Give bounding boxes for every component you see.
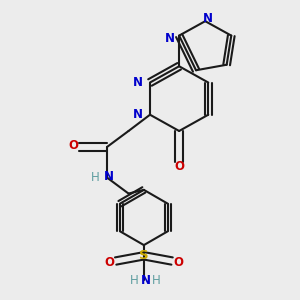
Text: N: N bbox=[133, 108, 143, 121]
Text: N: N bbox=[103, 169, 114, 183]
Text: H: H bbox=[152, 274, 161, 287]
Text: O: O bbox=[104, 256, 114, 269]
Text: H: H bbox=[90, 171, 99, 184]
Text: N: N bbox=[203, 12, 213, 25]
Text: O: O bbox=[174, 256, 184, 269]
Text: S: S bbox=[139, 249, 149, 262]
Text: N: N bbox=[165, 32, 175, 45]
Text: N: N bbox=[133, 76, 143, 89]
Text: O: O bbox=[174, 160, 184, 173]
Text: O: O bbox=[68, 139, 78, 152]
Text: H: H bbox=[130, 274, 138, 287]
Text: N: N bbox=[140, 274, 150, 287]
